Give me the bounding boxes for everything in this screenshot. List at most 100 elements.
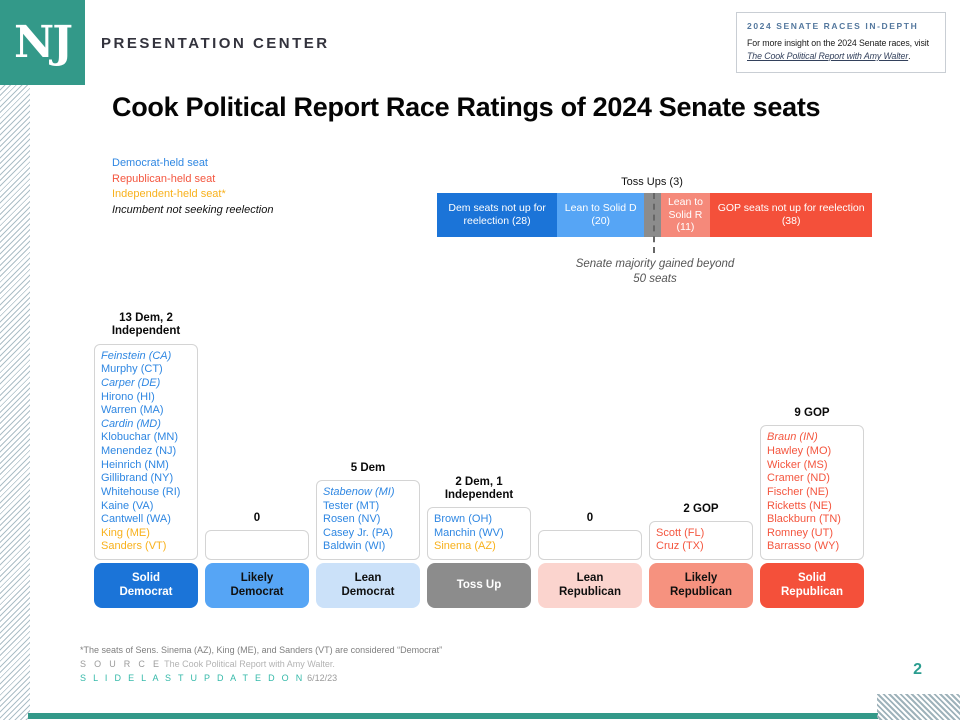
senator-list-solid-democrat: Feinstein (CA) Murphy (CT) Carper (DE) H… [94,343,198,560]
senator-name: Casey Jr. (PA) [323,526,394,539]
corner-hatch-decoration [877,694,960,720]
senator-list-lean-democrat: Stabenow (MI) Tester (MT) Rosen (NV) Cas… [316,479,420,560]
brand-title: PRESENTATION CENTER [101,35,330,52]
senator-name: Carper (DE) [101,376,161,389]
senator-name: Cruz (TX) [656,540,704,553]
senator-name: Sanders (VT) [101,540,167,553]
pill-label: Lean Democrat [341,571,395,598]
senator-name: Baldwin (WI) [323,540,386,553]
source-label: S O U R C E [80,658,162,669]
senator-name: Cramer (ND) [767,472,830,485]
rating-pill-toss-up: Toss Up [427,563,531,608]
promo-period: . [908,50,911,61]
column-lean-republican: 0 Lean Republican [538,310,642,608]
pill-label: Toss Up [456,578,502,591]
senator-name: Manchin (WV) [434,526,504,539]
column-count-label: 5 Dem [350,461,386,474]
rating-columns: 13 Dem, 2 Independent Feinstein (CA) Mur… [94,310,864,608]
column-solid-republican: 9 GOP Braun (IN) Hawley (MO) Wicker (MS)… [760,310,864,608]
tossups-label: Toss Ups (3) [621,176,683,188]
column-count-label: 13 Dem, 2 Independent [111,312,181,338]
rating-pill-likely-democrat: Likely Democrat [205,563,309,608]
column-count-label: 2 GOP [683,502,719,515]
senator-name: Kaine (VA) [101,499,154,512]
series-tag: 2024 SENATE RACES IN-DEPTH [747,21,919,31]
column-likely-democrat: 0 Likely Democrat [205,310,309,608]
legend-independent-held: Independent-held seat* [112,188,226,201]
senator-name: Romney (UT) [767,526,834,539]
pill-label: Solid Democrat [119,571,173,598]
senator-name: Barrasso (WY) [767,540,840,553]
senator-name: Hirono (HI) [101,390,155,403]
rating-pill-lean-republican: Lean Republican [538,563,642,608]
senator-list-likely-republican: Scott (FL) Cruz (TX) [649,520,753,560]
senator-name: Cantwell (WA) [101,513,171,526]
bar-segment-lean-solid-r: Lean to Solid R (11) [660,193,711,237]
senator-name: Stabenow (MI) [323,485,395,498]
senator-list-lean-republican [538,530,642,560]
updated-date: 6/12/23 [307,672,338,683]
senator-name: King (ME) [101,526,150,539]
legend: Democrat-held seat Republican-held seat … [112,156,273,218]
pill-label: Solid Republican [781,571,843,598]
rating-pill-solid-democrat: Solid Democrat [94,563,198,608]
column-solid-democrat: 13 Dem, 2 Independent Feinstein (CA) Mur… [94,310,198,608]
bottom-accent-bar [28,713,878,719]
senator-name: Hawley (MO) [767,445,832,457]
column-count-label: 0 [586,511,594,524]
rating-pill-solid-republican: Solid Republican [760,563,864,608]
bar-segment-dem-not-up: Dem seats not up for reelection (28) [437,193,558,237]
majority-threshold-dashed-line [653,193,655,253]
senator-list-toss-up: Brown (OH) Manchin (WV) Sinema (AZ) [427,507,531,560]
senator-name: Rosen (NV) [323,513,381,526]
footer: *The seats of Sens. Sinema (AZ), King (M… [80,644,442,686]
senator-name: Whitehouse (RI) [101,485,181,498]
senator-name: Klobuchar (MN) [101,431,179,444]
cook-report-link[interactable]: The Cook Political Report with Amy Walte… [747,50,909,61]
legend-open-seat: Incumbent not seeking reelection [112,203,274,216]
senator-name: Sinema (AZ) [434,540,496,553]
legend-democrat-held: Democrat-held seat [112,157,208,169]
bar-segment-lean-solid-d: Lean to Solid D (20) [557,193,645,237]
senate-seats-stacked-bar: Dem seats not up for reelection (28) Lea… [437,193,873,237]
senator-name: Heinrich (NM) [101,458,169,471]
rating-pill-likely-republican: Likely Republican [649,563,753,608]
promo-line: For more insight on the 2024 Senate race… [747,38,929,48]
senator-name: Menendez (NJ) [101,445,177,457]
senator-name: Ricketts (NE) [767,499,832,512]
senator-name: Wicker (MS) [767,458,828,471]
nj-logo-text: NJ [13,17,73,68]
pill-label: Lean Republican [559,571,621,598]
bar-segment-gop-not-up: GOP seats not up for reelection (38) [710,193,873,237]
rating-pill-lean-democrat: Lean Democrat [316,563,420,608]
column-toss-up: 2 Dem, 1 Independent Brown (OH) Manchin … [427,310,531,608]
updated-label: S L I D E L A S T U P D A T E D O N [80,672,305,683]
senator-list-likely-democrat [205,530,309,560]
page-title: Cook Political Report Race Ratings of 20… [112,92,821,122]
senator-list-solid-republican: Braun (IN) Hawley (MO) Wicker (MS) Crame… [760,425,864,560]
legend-republican-held: Republican-held seat [112,172,216,185]
senator-name: Murphy (CT) [101,363,163,376]
promo-text: For more insight on the 2024 Senate race… [747,37,935,63]
left-hatch-decoration [0,85,30,720]
senator-name: Warren (MA) [101,404,164,417]
pill-label: Likely Democrat [230,571,284,598]
senator-name: Tester (MT) [323,499,380,512]
senator-name: Cardin (MD) [101,417,161,430]
column-likely-republican: 2 GOP Scott (FL) Cruz (TX) Likely Republ… [649,310,753,608]
column-lean-democrat: 5 Dem Stabenow (MI) Tester (MT) Rosen (N… [316,310,420,608]
senator-name: Scott (FL) [656,526,705,539]
senator-name: Blackburn (TN) [767,513,841,526]
column-count-label: 9 GOP [794,407,830,420]
bar-segment-tossups [644,193,661,237]
page-number: 2 [913,661,922,678]
senator-name: Gillibrand (NY) [101,472,174,485]
senator-name: Brown (OH) [434,513,493,526]
column-count-label: 0 [253,511,261,524]
source-text: The Cook Political Report with Amy Walte… [164,658,335,669]
series-info-box: 2024 SENATE RACES IN-DEPTH For more insi… [736,12,946,73]
senator-name: Braun (IN) [767,431,818,444]
senator-name: Fischer (NE) [767,485,829,498]
footnote: *The seats of Sens. Sinema (AZ), King (M… [80,645,443,655]
